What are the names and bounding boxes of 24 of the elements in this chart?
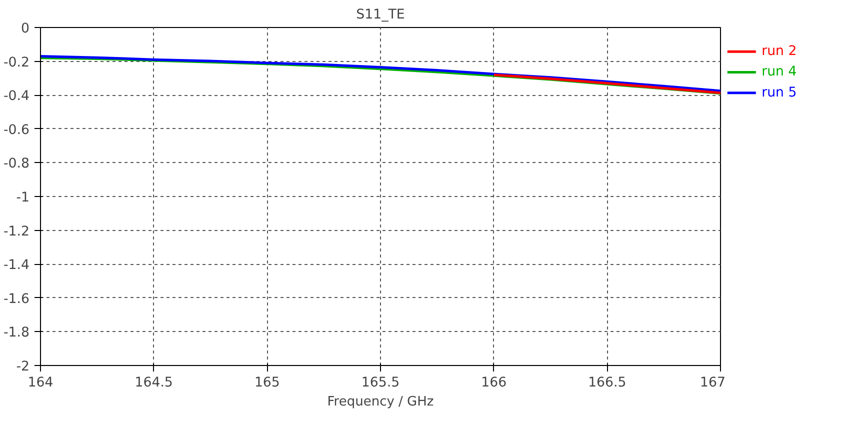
x-axis-title: Frequency / GHz [327, 394, 434, 410]
x-tick-label: 164.5 [134, 376, 173, 390]
y-tick-label: -1 [16, 190, 30, 206]
y-tick-label: -0.4 [3, 89, 30, 104]
y-tick-label: -1.8 [3, 326, 30, 341]
y-tick-label: -0.6 [3, 122, 30, 138]
legend-label: run 4 [762, 64, 797, 80]
y-tick-label: -0.2 [3, 55, 30, 70]
legend-label: run 2 [762, 44, 797, 60]
legend-label: run 5 [762, 85, 797, 100]
line-series [492, 74, 720, 94]
x-tick-label: 166 [481, 376, 507, 390]
x-tick-label: 165 [254, 376, 280, 390]
y-tick-label: -1.4 [3, 258, 30, 274]
x-tick-label: 166.5 [588, 376, 626, 390]
y-tick-label: -1.6 [3, 292, 30, 307]
x-tick-label: 164 [28, 376, 54, 390]
y-tick-label: -2 [16, 360, 30, 374]
y-tick-label: -1.2 [3, 224, 30, 240]
x-tick-label: 167 [700, 376, 726, 390]
x-tick-label: 165.5 [361, 376, 400, 390]
chart-title: S11_TE [356, 8, 405, 22]
y-tick-label: -0.8 [3, 156, 30, 172]
y-tick-label: 0 [21, 22, 30, 36]
